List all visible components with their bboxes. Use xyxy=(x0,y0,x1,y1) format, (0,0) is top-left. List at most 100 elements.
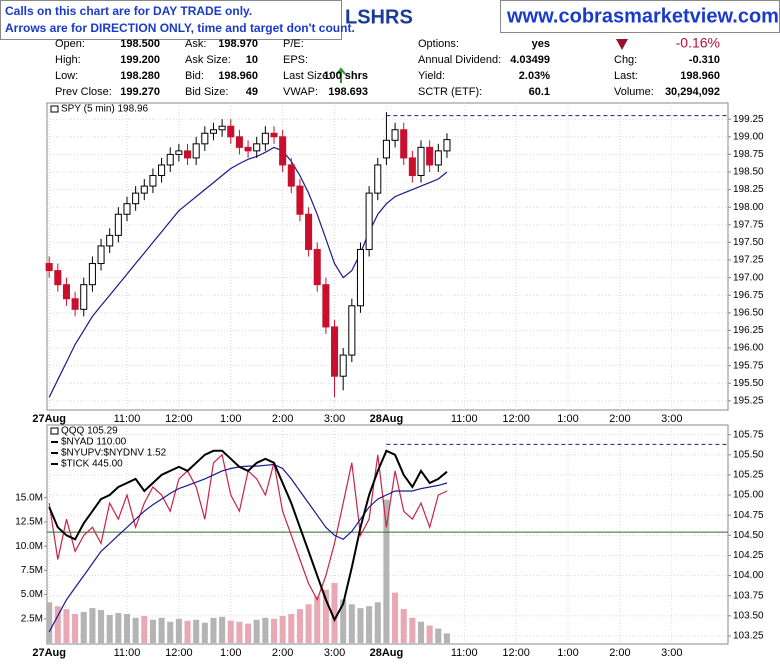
x-tick-label: 2:00 xyxy=(609,647,630,659)
quote-value: yes xyxy=(532,38,550,50)
candle-body xyxy=(417,146,425,177)
down-arrow xyxy=(616,39,628,50)
candle-body xyxy=(426,146,434,166)
x-tick-label: 2:00 xyxy=(609,413,630,425)
candle-body xyxy=(382,139,390,159)
volume-bar xyxy=(219,616,226,644)
volume-bar xyxy=(366,606,373,644)
candle-body xyxy=(80,284,88,310)
x-tick-label: 11:00 xyxy=(114,413,141,425)
candle-body xyxy=(296,185,304,215)
x-tick-label: 28Aug xyxy=(370,647,404,659)
candle-body xyxy=(45,263,53,272)
volume-bar xyxy=(322,589,329,644)
candle-body xyxy=(54,270,62,286)
candle-body xyxy=(227,125,235,138)
volume-bar xyxy=(158,617,165,644)
volume-bar xyxy=(201,622,208,644)
candle-body xyxy=(183,150,192,159)
notice-box xyxy=(0,0,342,40)
candle-body xyxy=(201,132,209,145)
x-tick-label: 3:00 xyxy=(661,413,682,425)
quote-label: SCTR (ETF): xyxy=(418,86,482,98)
quote-value: 10 xyxy=(246,54,258,66)
candle-body xyxy=(114,213,122,236)
candle-body xyxy=(149,175,157,187)
x-tick-label: 1:00 xyxy=(220,647,241,659)
volume-bar xyxy=(210,617,217,644)
candle-body xyxy=(175,150,183,155)
panel-title: SPY (5 min) 198.96 xyxy=(61,104,149,115)
candle-body xyxy=(270,132,278,138)
quote-value: 198.693 xyxy=(328,86,368,98)
y-tick-label: 104.00 xyxy=(733,570,764,581)
quote-label: Options: xyxy=(418,38,459,50)
quote-value: 198.280 xyxy=(120,70,160,82)
volume-bar xyxy=(149,619,156,644)
series-line xyxy=(48,463,448,633)
quote-label: High: xyxy=(55,54,81,66)
x-tick-label: 11:00 xyxy=(114,647,141,659)
candle-body xyxy=(97,245,105,265)
volume-bar xyxy=(305,604,312,644)
volume-bar xyxy=(357,608,364,644)
quote-label: Bid: xyxy=(185,70,204,82)
y-tick-label: 103.25 xyxy=(733,631,764,642)
y-tick-label: 196.75 xyxy=(733,290,764,301)
y-tick-label: 198.75 xyxy=(733,149,764,160)
x-tick-label: 3:00 xyxy=(324,647,345,659)
candle-body xyxy=(391,129,399,141)
x-tick-label: 11:00 xyxy=(451,647,478,659)
y-tick-label: 197.75 xyxy=(733,219,764,230)
volume-bar xyxy=(245,623,252,644)
x-tick-label: 12:00 xyxy=(165,413,193,425)
quote-value: -0.16% xyxy=(676,35,720,51)
candle-body xyxy=(88,263,96,286)
volume-bar xyxy=(426,625,433,644)
candle-body xyxy=(348,305,356,356)
volume-bar xyxy=(400,609,407,644)
quote-value: 198.960 xyxy=(218,70,258,82)
volume-bar xyxy=(236,621,243,644)
volume-bar xyxy=(175,618,182,644)
volume-bar xyxy=(435,628,442,644)
x-tick-label: 12:00 xyxy=(502,647,530,659)
quote-value: 60.1 xyxy=(529,86,550,98)
y-tick-label: 105.75 xyxy=(733,429,764,440)
candle-body xyxy=(400,129,408,159)
y-tick-label: 5.0M xyxy=(21,589,43,600)
y-tick-label: 196.50 xyxy=(733,307,764,318)
volume-bar xyxy=(98,610,105,644)
candle-body xyxy=(374,164,382,194)
quote-label: Open: xyxy=(55,38,85,50)
volume-bar xyxy=(184,620,191,644)
volume-bar xyxy=(383,499,390,644)
quote-label: Ask: xyxy=(185,38,206,50)
volume-bar xyxy=(54,606,61,644)
volume-bar xyxy=(340,599,347,644)
symbol: LSHRS xyxy=(345,6,413,28)
volume-bar xyxy=(270,618,278,644)
candle-body xyxy=(313,248,321,286)
y-tick-label: 198.00 xyxy=(733,202,764,213)
title-marker xyxy=(50,427,59,435)
y-tick-label: 198.25 xyxy=(733,184,764,195)
volume-bar xyxy=(46,602,53,644)
x-tick-label: 2:00 xyxy=(272,413,293,425)
quote-label: Last: xyxy=(614,70,638,82)
x-tick-label: 1:00 xyxy=(557,413,578,425)
volume-bar xyxy=(348,604,355,644)
candle-body xyxy=(339,354,347,377)
x-tick-label: 12:00 xyxy=(165,647,193,659)
x-tick-label: 27Aug xyxy=(32,647,66,659)
y-tick-label: 104.25 xyxy=(733,550,764,561)
y-tick-label: 10.0M xyxy=(15,541,43,552)
quote-label: Prev Close: xyxy=(55,86,112,98)
quote-value: 198.960 xyxy=(680,70,720,82)
quote-label: Yield: xyxy=(418,70,445,82)
volume-bar xyxy=(253,619,260,644)
volume-bar xyxy=(89,608,96,644)
quote-value: 100 shrs xyxy=(323,70,368,82)
y-tick-label: 199.00 xyxy=(733,131,764,142)
